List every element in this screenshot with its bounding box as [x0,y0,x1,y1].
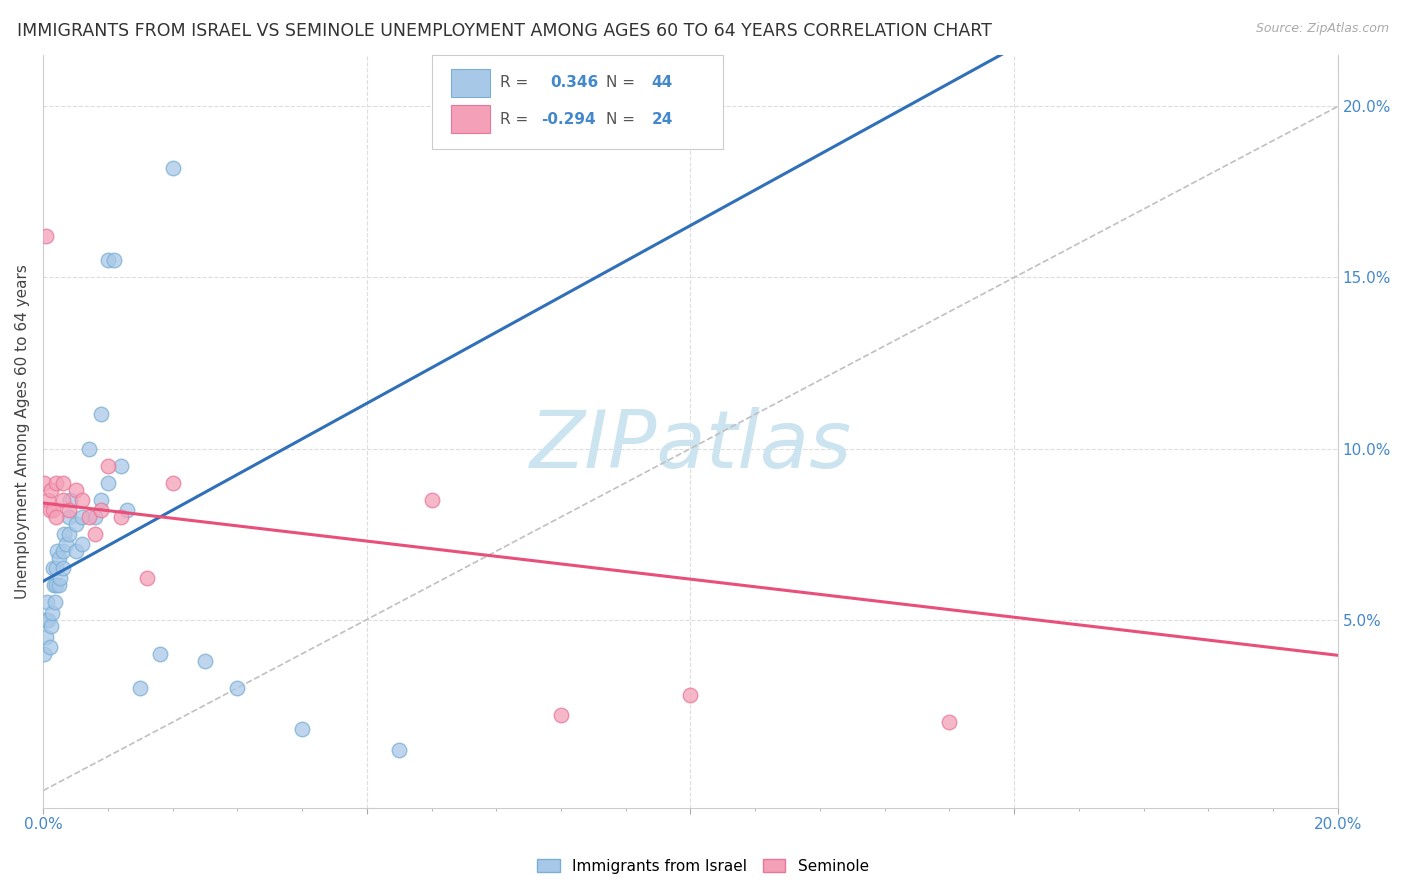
Text: -0.294: -0.294 [541,112,596,127]
FancyBboxPatch shape [451,104,489,134]
Point [149,647,172,661]
Point [42,503,65,517]
Point [37,613,59,627]
Point [48,551,70,566]
Point [38,640,60,654]
Point [37,492,59,507]
Point [77,442,100,456]
Point [291,722,314,736]
FancyBboxPatch shape [432,55,723,149]
Text: N =: N = [606,76,640,90]
Point [52,492,75,507]
Point [35,613,58,627]
Point [135,572,157,586]
Point [77,510,100,524]
Point [58,503,80,517]
Point [35,595,58,609]
Point [58,510,80,524]
Point [129,681,152,695]
Text: 0.346: 0.346 [551,76,599,90]
Point [90,503,112,517]
Point [58,527,80,541]
Point [52,527,75,541]
Point [162,475,184,490]
Point [48,578,70,592]
Point [45,578,67,592]
Point [52,544,75,558]
Point [39,619,62,633]
Text: N =: N = [606,112,640,127]
Point [45,510,67,524]
Text: R =: R = [501,76,533,90]
Point [42,578,65,592]
Point [34,475,56,490]
Point [65,483,87,497]
Point [550,708,572,723]
Point [70,492,93,507]
Point [420,492,443,507]
Point [103,253,125,268]
Legend: Immigrants from Israel, Seminole: Immigrants from Israel, Seminole [531,853,875,880]
Point [70,537,93,551]
Point [110,458,132,473]
Point [44,595,66,609]
Point [388,742,411,756]
Point [65,516,87,531]
Text: IMMIGRANTS FROM ISRAEL VS SEMINOLE UNEMPLOYMENT AMONG AGES 60 TO 64 YEARS CORREL: IMMIGRANTS FROM ISRAEL VS SEMINOLE UNEMP… [17,22,991,40]
Point [55,537,77,551]
Point [42,561,65,575]
Point [84,510,107,524]
Point [117,503,139,517]
Point [162,161,184,175]
Point [65,544,87,558]
Point [39,483,62,497]
Point [52,561,75,575]
Point [45,561,67,575]
Y-axis label: Unemployment Among Ages 60 to 64 years: Unemployment Among Ages 60 to 64 years [15,264,30,599]
Point [45,475,67,490]
Point [41,606,63,620]
Text: R =: R = [501,112,533,127]
Point [35,630,58,644]
Point [84,527,107,541]
Point [35,229,58,244]
Point [46,544,69,558]
Point [97,253,120,268]
Point [938,715,960,730]
Point [110,510,132,524]
Point [194,654,217,668]
Point [38,503,60,517]
Text: 24: 24 [651,112,673,127]
Text: 44: 44 [651,76,673,90]
Text: Source: ZipAtlas.com: Source: ZipAtlas.com [1256,22,1389,36]
FancyBboxPatch shape [451,69,489,97]
Text: ZIPatlas: ZIPatlas [530,408,852,485]
Point [97,475,120,490]
Point [70,510,93,524]
Point [59,492,82,507]
Point [49,572,72,586]
Point [679,688,702,702]
Point [226,681,249,695]
Point [34,647,56,661]
Point [52,475,75,490]
Point [97,458,120,473]
Point [90,407,112,421]
Point [90,492,112,507]
